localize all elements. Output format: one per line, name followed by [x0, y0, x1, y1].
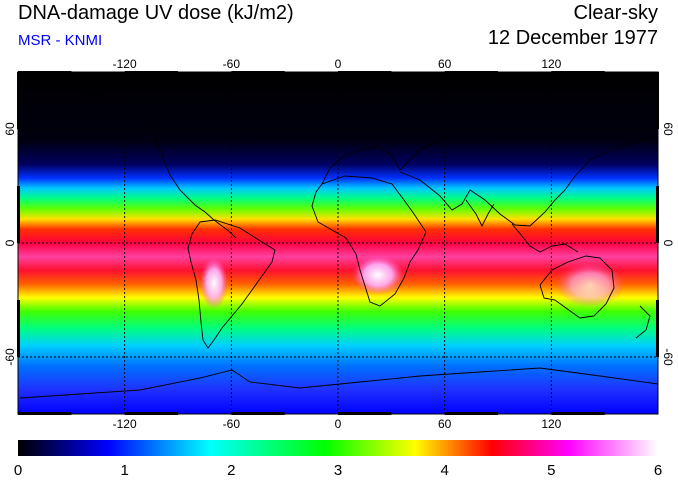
lon-ticks-top: -120 -60 0 60 120: [113, 57, 562, 71]
colorbar-label-2: 2: [227, 462, 235, 479]
lat-tick-left-2: -60: [3, 348, 17, 366]
colorbar-label-5: 5: [547, 462, 555, 479]
coast-new-zealand: [635, 305, 651, 339]
hotspot-southern-africa: [352, 255, 404, 295]
lon-tick-bottom-0: -120: [113, 417, 137, 431]
lat-ticks-left: 60 0 -60: [3, 122, 17, 366]
edge-mark-bottom: [124, 412, 178, 415]
lon-tick-bottom-3: 60: [438, 417, 452, 431]
coast-antarctica: [19, 367, 658, 399]
lat-tick-right-1: 0: [661, 240, 675, 247]
source-label: MSR - KNMI: [18, 32, 103, 49]
edge-mark-top: [551, 71, 605, 74]
lat-ticks-right: 60 0 -60: [661, 122, 675, 366]
edge-mark-right: [656, 186, 659, 243]
edge-mark-left: [17, 300, 20, 357]
edge-mark-top: [444, 71, 498, 74]
coast-india: [465, 199, 495, 228]
edge-mark-top: [231, 71, 285, 74]
colorbar-label-6: 6: [654, 462, 662, 479]
lon-tick-bottom-2: 0: [335, 417, 342, 431]
lat-tick-left-0: 60: [3, 122, 17, 136]
edge-mark-bottom: [231, 412, 285, 415]
gridlines: [18, 72, 658, 414]
colorbar-label-1: 1: [120, 462, 128, 479]
coast-southeast-asia: [511, 223, 579, 253]
edge-mark-top: [124, 71, 178, 74]
edge-mark-bottom: [18, 412, 72, 415]
coastlines: [19, 79, 658, 399]
edge-mark-top: [18, 71, 72, 74]
edge-mark-left: [17, 72, 20, 129]
edge-mark-bottom: [551, 412, 605, 415]
edge-mark-left: [17, 186, 20, 243]
edge-mark-top: [338, 71, 392, 74]
coast-central-america: [221, 225, 237, 239]
coast-australia: [539, 255, 615, 319]
colorbar: [18, 440, 658, 456]
edge-mark-bottom: [338, 412, 392, 415]
edge-mark-bottom: [444, 412, 498, 415]
sky-condition-label: Clear-sky: [573, 2, 658, 24]
lon-ticks-bottom: -120 -60 0 60 120: [113, 417, 562, 431]
lon-tick-bottom-1: -60: [223, 417, 241, 431]
colorbar-label-4: 4: [440, 462, 448, 479]
coast-europe: [321, 139, 441, 185]
lon-tick-bottom-4: 120: [541, 417, 561, 431]
colorbar-label-3: 3: [334, 462, 342, 479]
date-label: 12 December 1977: [487, 27, 658, 49]
lat-tick-right-0: 60: [661, 122, 675, 136]
lon-tick-top-0: -120: [113, 57, 137, 71]
coast-africa: [311, 175, 427, 307]
lon-tick-top-1: -60: [223, 57, 241, 71]
chart-title: DNA-damage UV dose (kJ/m2): [18, 2, 294, 24]
edge-mark-right: [656, 300, 659, 357]
coast-north-america: [39, 79, 223, 227]
coast-south-america: [187, 219, 276, 349]
colorbar-labels: 0 1 2 3 4 5 6: [14, 462, 662, 479]
hotspot-australia: [556, 263, 624, 307]
lon-tick-top-4: 120: [541, 57, 561, 71]
lat-tick-left-1: 0: [3, 239, 17, 246]
hotspot-south-america: [200, 257, 228, 309]
lon-tick-top-3: 60: [438, 57, 452, 71]
lon-tick-top-2: 0: [335, 57, 342, 71]
colorbar-label-0: 0: [14, 462, 22, 479]
lat-tick-right-2: -60: [661, 348, 675, 366]
edge-marks: [17, 71, 659, 415]
edge-mark-right: [656, 72, 659, 129]
coast-asia: [399, 134, 658, 227]
